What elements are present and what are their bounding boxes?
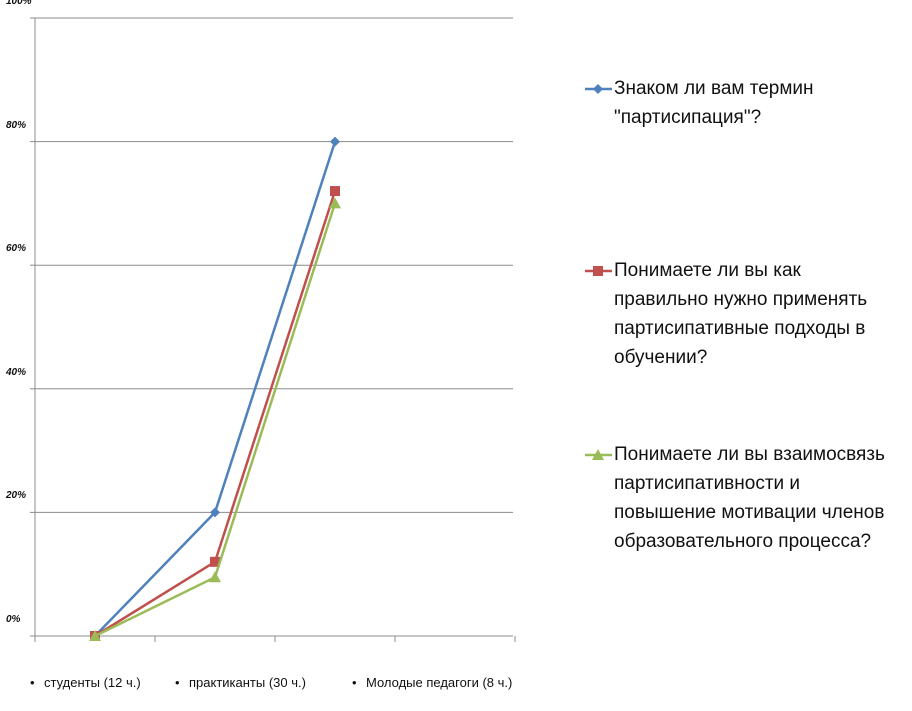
- data-point: [209, 571, 221, 583]
- y-tick-label: 20%: [6, 490, 27, 502]
- bullet-icon: •: [352, 675, 357, 690]
- data-point: [329, 197, 341, 209]
- y-tick-label: 60%: [6, 243, 27, 255]
- x-category-label: • практиканты (30 ч.): [175, 675, 306, 691]
- data-point: [330, 186, 340, 197]
- legend-label: Знаком ли вам термин "партисипация"?: [614, 78, 814, 128]
- legend-item: Знаком ли вам термин "партисипация"?: [585, 74, 895, 132]
- data-point: [330, 136, 340, 147]
- x-category-label: • Молодые педагоги (8 ч.): [352, 675, 512, 691]
- legend-label: Понимаете ли вы взаимосвязь партисипатив…: [614, 444, 885, 552]
- data-point: [210, 556, 220, 567]
- x-category-label: • студенты (12 ч.): [30, 675, 141, 691]
- legend-item: Понимаете ли вы как правильно нужно прим…: [585, 256, 895, 372]
- axes: [30, 17, 516, 642]
- category-text: студенты (12 ч.): [44, 675, 141, 690]
- legend-label: Понимаете ли вы как правильно нужно прим…: [614, 260, 868, 368]
- legend-marker: [593, 266, 603, 276]
- data-point: [89, 630, 101, 641]
- legend-markers: [585, 84, 612, 460]
- legend-marker: [592, 449, 604, 460]
- y-tick-label: 100%: [6, 0, 32, 7]
- category-text: практиканты (30 ч.): [189, 675, 306, 690]
- y-tick-label: 40%: [6, 366, 27, 378]
- y-tick-label: 80%: [6, 119, 27, 131]
- bullet-icon: •: [30, 675, 35, 690]
- data-point: [210, 507, 220, 518]
- series-line: [94, 190, 337, 638]
- legend-marker: [593, 84, 603, 94]
- series-line: [94, 203, 337, 638]
- legend-item: Понимаете ли вы взаимосвязь партисипатив…: [585, 440, 895, 556]
- y-tick-label: 0%: [6, 614, 21, 625]
- gridlines: [35, 17, 513, 513]
- series-lines: [89, 136, 341, 641]
- bullet-icon: •: [175, 675, 180, 690]
- category-text: Молодые педагоги (8 ч.): [366, 675, 513, 690]
